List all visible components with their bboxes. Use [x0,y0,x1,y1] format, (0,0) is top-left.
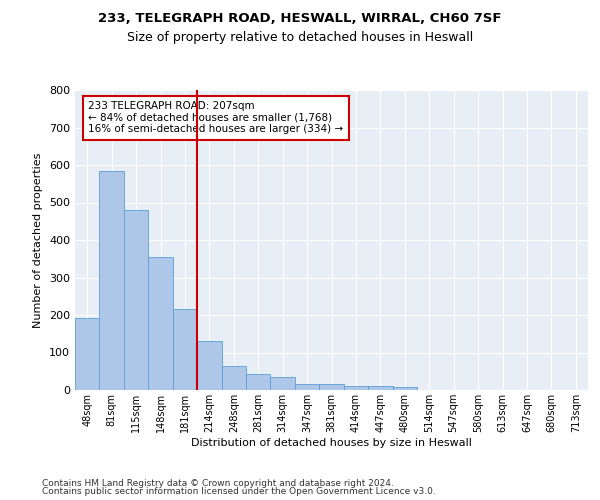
Text: Contains HM Land Registry data © Crown copyright and database right 2024.: Contains HM Land Registry data © Crown c… [42,478,394,488]
Bar [319,384,344,390]
Bar [246,374,271,390]
Text: Contains public sector information licensed under the Open Government Licence v3: Contains public sector information licen… [42,487,436,496]
Bar [368,386,392,390]
Bar [100,170,124,390]
X-axis label: Distribution of detached houses by size in Heswall: Distribution of detached houses by size … [191,438,472,448]
Text: Size of property relative to detached houses in Heswall: Size of property relative to detached ho… [127,31,473,44]
Text: 233, TELEGRAPH ROAD, HESWALL, WIRRAL, CH60 7SF: 233, TELEGRAPH ROAD, HESWALL, WIRRAL, CH… [98,12,502,26]
Text: 233 TELEGRAPH ROAD: 207sqm
← 84% of detached houses are smaller (1,768)
16% of s: 233 TELEGRAPH ROAD: 207sqm ← 84% of deta… [88,101,344,134]
Bar [392,388,417,390]
Bar [124,210,148,390]
Bar [344,386,368,390]
Bar [295,384,319,390]
Bar [271,377,295,390]
Y-axis label: Number of detached properties: Number of detached properties [34,152,43,328]
Bar [75,318,100,390]
Bar [221,366,246,390]
Bar [197,341,221,390]
Bar [148,257,173,390]
Bar [173,310,197,390]
